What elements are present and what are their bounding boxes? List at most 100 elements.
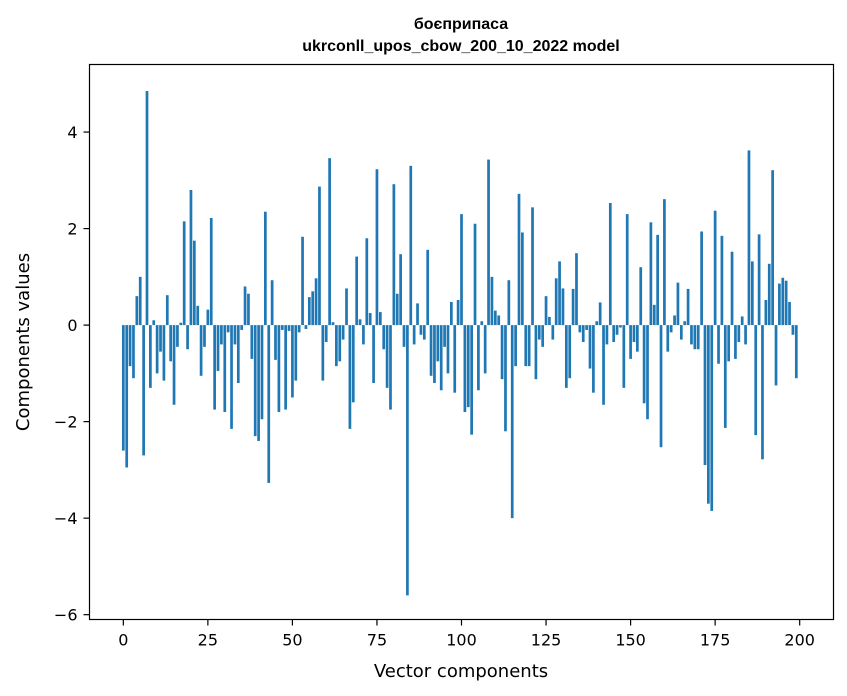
bar-192 xyxy=(771,170,774,326)
bar-120 xyxy=(527,325,531,367)
bar-134 xyxy=(575,253,578,326)
bar-137 xyxy=(585,325,588,330)
bar-33 xyxy=(233,325,237,345)
x-axis-label: Vector components xyxy=(374,661,548,682)
bar-163 xyxy=(673,315,676,326)
bar-141 xyxy=(598,302,602,326)
bar-92 xyxy=(433,325,436,384)
bar-25 xyxy=(206,309,210,326)
bar-74 xyxy=(372,325,375,384)
bar-110 xyxy=(493,310,497,326)
bar-18 xyxy=(182,221,186,326)
bar-59 xyxy=(321,325,325,381)
bar-1 xyxy=(125,325,129,468)
x-tick-label: 50 xyxy=(282,631,302,650)
bar-38 xyxy=(250,325,254,359)
x-tick-label: 100 xyxy=(446,631,477,650)
y-axis-ticks: −6 −4 −2 0 2 4 xyxy=(54,123,90,625)
bar-9 xyxy=(152,320,156,326)
bar-87 xyxy=(416,303,419,326)
bar-36 xyxy=(243,286,247,326)
bar-190 xyxy=(764,300,768,326)
bar-169 xyxy=(693,325,697,350)
bar-193 xyxy=(774,325,778,386)
y-tick-label: 4 xyxy=(67,123,77,142)
bar-167 xyxy=(686,288,690,326)
bar-12 xyxy=(162,325,166,381)
bar-20 xyxy=(189,189,193,326)
bar-128 xyxy=(554,278,558,326)
bar-143 xyxy=(605,325,609,345)
bar-4 xyxy=(135,296,139,326)
bar-35 xyxy=(240,325,244,330)
bar-130 xyxy=(561,288,565,326)
bar-8 xyxy=(149,325,152,388)
y-tick-label: 2 xyxy=(67,220,77,239)
bar-3 xyxy=(132,325,135,379)
bar-104 xyxy=(473,223,477,326)
bar-11 xyxy=(159,325,162,352)
bar-49 xyxy=(287,325,291,331)
bar-149 xyxy=(625,214,629,326)
bar-93 xyxy=(436,325,440,362)
bar-182 xyxy=(737,325,741,342)
bar-88 xyxy=(419,325,423,335)
x-tick-label: 150 xyxy=(615,631,646,650)
bar-197 xyxy=(788,301,791,326)
bar-194 xyxy=(778,283,781,326)
bar-180 xyxy=(730,251,734,326)
bar-66 xyxy=(345,288,348,326)
bar-85 xyxy=(409,165,413,326)
bar-60 xyxy=(324,325,328,342)
bar-100 xyxy=(460,214,463,326)
bar-107 xyxy=(483,325,487,374)
y-tick-label: −2 xyxy=(54,413,78,432)
bar-151 xyxy=(632,325,636,342)
bar-10 xyxy=(155,325,159,374)
bar-116 xyxy=(514,325,517,367)
bar-81 xyxy=(395,293,399,326)
bar-39 xyxy=(253,325,257,437)
bar-32 xyxy=(230,325,233,429)
bar-82 xyxy=(399,254,402,326)
bar-138 xyxy=(588,325,592,369)
bar-119 xyxy=(524,325,528,367)
bar-71 xyxy=(362,325,365,345)
bar-142 xyxy=(602,325,605,405)
bar-28 xyxy=(216,325,220,371)
bar-123 xyxy=(537,325,541,340)
bar-79 xyxy=(389,325,392,410)
bar-136 xyxy=(581,325,585,342)
bar-101 xyxy=(463,325,467,412)
bar-175 xyxy=(713,210,717,326)
bar-132 xyxy=(568,325,572,379)
bar-152 xyxy=(636,325,639,352)
bar-72 xyxy=(365,238,369,326)
bar-153 xyxy=(639,267,643,326)
bar-54 xyxy=(304,325,308,329)
bar-55 xyxy=(307,297,311,326)
bar-131 xyxy=(564,325,568,388)
bar-99 xyxy=(456,300,460,326)
bar-65 xyxy=(341,325,345,340)
bar-46 xyxy=(277,325,281,412)
bar-23 xyxy=(199,325,203,376)
bar-117 xyxy=(517,193,521,326)
bar-108 xyxy=(487,159,490,326)
bar-155 xyxy=(646,325,649,420)
bar-27 xyxy=(213,325,216,410)
x-tick-label: 125 xyxy=(531,631,562,650)
bar-102 xyxy=(466,325,470,408)
bar-68 xyxy=(351,325,355,403)
bar-64 xyxy=(338,325,342,362)
bar-157 xyxy=(652,304,656,326)
bar-97 xyxy=(450,301,453,326)
bar-103 xyxy=(470,325,473,435)
bar-40 xyxy=(257,325,260,441)
bar-199 xyxy=(794,325,798,379)
bar-58 xyxy=(318,186,321,326)
bar-158 xyxy=(656,234,659,326)
bar-127 xyxy=(551,325,555,340)
bar-52 xyxy=(297,325,301,333)
bar-189 xyxy=(761,325,764,460)
